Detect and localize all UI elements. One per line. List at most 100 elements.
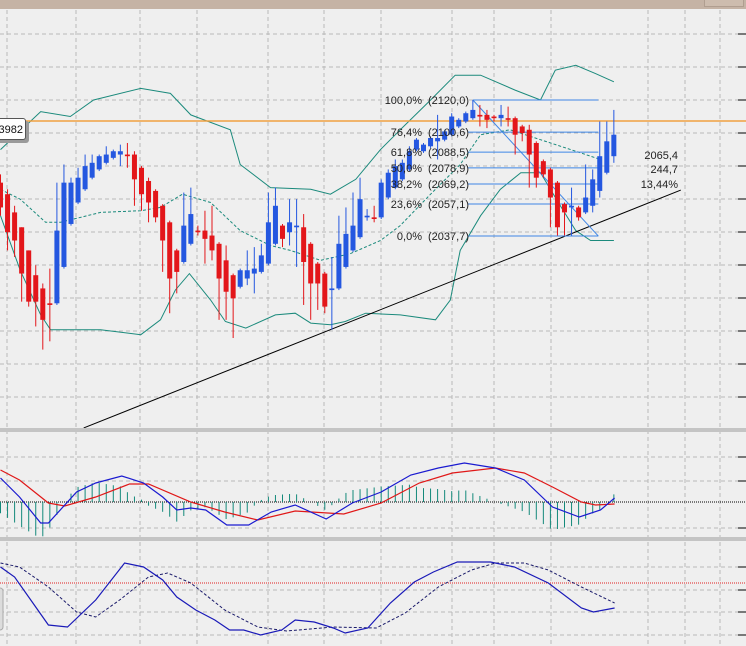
- candle: [167, 220, 173, 314]
- candle: [576, 205, 582, 221]
- candle-body: [547, 169, 553, 198]
- candle-body: [477, 114, 483, 117]
- bollinger-middle-band: [0, 129, 601, 261]
- candle-body: [413, 139, 419, 150]
- candle: [590, 169, 596, 213]
- candle-body: [576, 207, 582, 218]
- price-label: 3982: [0, 118, 26, 140]
- stochastic-panel: [0, 561, 746, 636]
- candle-body: [139, 167, 144, 195]
- scroll-handle[interactable]: [0, 587, 4, 631]
- candle: [96, 154, 102, 172]
- candle: [301, 214, 307, 305]
- candle-body: [103, 154, 109, 163]
- candle: [5, 189, 11, 251]
- candle-body: [364, 215, 370, 218]
- candle: [435, 114, 441, 160]
- candle: [308, 242, 314, 320]
- fibonacci-level-price: (2100,6): [428, 127, 469, 139]
- candle: [357, 177, 363, 239]
- candle-body: [19, 227, 25, 274]
- candle-body: [216, 243, 222, 279]
- candle-body: [512, 118, 518, 135]
- candle: [406, 146, 412, 172]
- stochastic-d-line: [0, 562, 615, 632]
- candle: [350, 192, 356, 253]
- candle: [188, 187, 194, 246]
- stat-range: 244,7: [650, 164, 678, 176]
- candle: [68, 177, 74, 226]
- candle-body: [146, 180, 152, 203]
- candle: [26, 250, 32, 307]
- candle: [364, 209, 370, 221]
- stat-percent: 13,44%: [641, 179, 679, 191]
- candle: [82, 154, 88, 191]
- candle: [470, 100, 476, 120]
- bollinger-lower-band: [0, 172, 614, 336]
- candle-body: [505, 118, 511, 120]
- candle-body: [272, 205, 278, 244]
- macd-line: [0, 462, 615, 526]
- candle-body: [569, 205, 575, 208]
- candle: [0, 174, 3, 216]
- candle-body: [350, 225, 356, 251]
- candle: [519, 124, 525, 142]
- fibonacci-level-price: (2037,7): [428, 231, 469, 243]
- candle: [47, 268, 53, 342]
- candle-body: [209, 235, 215, 251]
- candle: [484, 109, 490, 129]
- candle: [244, 250, 250, 286]
- candle: [583, 164, 589, 215]
- candle: [117, 144, 123, 167]
- candle-body: [167, 222, 173, 279]
- macd-signal-line: [0, 467, 615, 521]
- candle: [569, 187, 575, 236]
- candle: [272, 187, 278, 246]
- candle-body: [174, 250, 180, 272]
- trendline: [83, 189, 682, 428]
- candle: [40, 283, 46, 350]
- candle-body: [406, 151, 412, 170]
- candle: [498, 104, 504, 127]
- candle-body: [392, 166, 398, 188]
- candle: [251, 247, 257, 294]
- candle: [378, 179, 384, 220]
- fibonacci-level-percent: 23,6%: [391, 199, 422, 211]
- candle: [329, 257, 335, 330]
- candle: [371, 205, 377, 223]
- window-control-button[interactable]: [704, 0, 744, 7]
- candle-body: [533, 142, 539, 178]
- panel-separator-macd[interactable]: [0, 428, 746, 432]
- candle: [533, 141, 539, 188]
- candle-body: [491, 116, 497, 119]
- candle: [287, 199, 293, 246]
- candle: [258, 243, 264, 274]
- candle: [280, 223, 285, 248]
- candle: [505, 106, 511, 127]
- candle-body: [202, 230, 208, 239]
- candle-body: [117, 151, 123, 155]
- candle-body: [611, 134, 617, 157]
- candle: [209, 205, 215, 261]
- candle-body: [230, 275, 236, 299]
- fibonacci-labels: 100,0% (2120,0) 76,4% (2100,6) 61,8% (2088,5)…: [385, 95, 469, 243]
- candle: [512, 116, 518, 155]
- candle: [146, 177, 152, 223]
- candle: [202, 210, 208, 264]
- candle-body: [385, 172, 391, 198]
- candle-body: [308, 243, 314, 284]
- candle-body: [287, 222, 293, 233]
- candle: [547, 167, 553, 228]
- candle-body: [223, 260, 229, 292]
- candle: [611, 109, 617, 163]
- candle: [315, 261, 321, 310]
- candle: [540, 159, 546, 178]
- candle: [195, 225, 201, 236]
- panel-separator-stochastic[interactable]: [0, 537, 746, 541]
- fibonacci-level-price: (2078,9): [428, 163, 469, 175]
- candle: [110, 149, 116, 160]
- candle: [421, 142, 426, 153]
- candle: [554, 180, 560, 236]
- bollinger-upper-band: [0, 64, 615, 195]
